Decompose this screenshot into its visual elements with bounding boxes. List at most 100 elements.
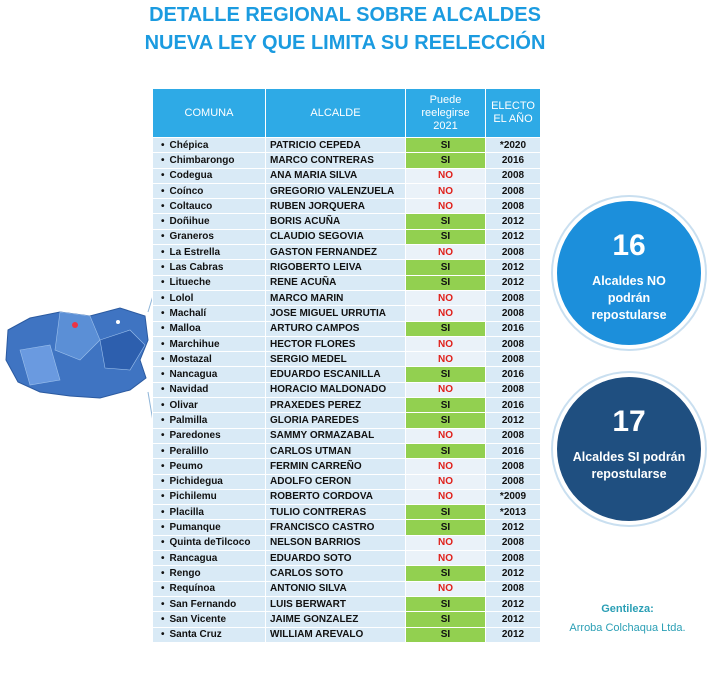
- elected-year-cell: *2009: [485, 488, 541, 506]
- elected-year-cell: 2016: [485, 320, 541, 337]
- alcalde-cell: SERGIO MEDEL: [265, 351, 406, 368]
- elected-year-cell: 2012: [485, 412, 541, 429]
- alcalde-cell: ROBERTO CORDOVA: [265, 488, 406, 506]
- alcalde-cell: JAIME GONZALEZ: [265, 611, 406, 628]
- badge-text: Alcaldes SI podrán repostularse: [572, 450, 686, 481]
- reelection-cell: SI: [405, 152, 486, 169]
- alcalde-cell: RIGOBERTO LEIVA: [265, 259, 406, 276]
- comuna-cell: Quinta deTilcoco: [152, 534, 266, 552]
- comuna-cell: Pumanque: [152, 519, 266, 536]
- alcalde-cell: LUIS BERWART: [265, 595, 406, 613]
- elected-year-cell: 2016: [485, 152, 541, 169]
- reelection-cell: SI: [405, 274, 486, 291]
- badge-si: 17 Alcaldes SI podrán repostularse: [553, 373, 705, 525]
- elected-year-cell: 2016: [485, 442, 541, 460]
- header-cell: COMUNA: [152, 88, 266, 138]
- reelection-cell: SI: [405, 595, 486, 613]
- elected-year-cell: 2012: [485, 228, 541, 246]
- alcalde-cell: FRANCISCO CASTRO: [265, 519, 406, 536]
- comuna-cell: Navidad: [152, 381, 266, 399]
- comuna-cell: Litueche: [152, 274, 266, 291]
- reelection-cell: NO: [405, 580, 486, 597]
- reelection-cell: NO: [405, 458, 486, 475]
- reelection-cell: NO: [405, 381, 486, 399]
- header-cell: ALCALDE: [265, 88, 406, 138]
- reelection-cell: SI: [405, 504, 486, 521]
- alcalde-cell: BORIS ACUÑA: [265, 213, 406, 230]
- alcalde-cell: GASTON FERNANDEZ: [265, 244, 406, 261]
- comuna-cell: Peralillo: [152, 442, 266, 460]
- elected-year-cell: 2008: [485, 534, 541, 552]
- comuna-cell: Santa Cruz: [152, 626, 266, 643]
- alcalde-cell: EDUARDO ESCANILLA: [265, 366, 406, 383]
- comuna-cell: Palmilla: [152, 412, 266, 429]
- comuna-cell: Coínco: [152, 182, 266, 200]
- comuna-cell: Peumo: [152, 458, 266, 475]
- badge-no: 16 Alcaldes NO podrán repostularse: [553, 197, 705, 349]
- reelection-cell: NO: [405, 305, 486, 322]
- elected-year-cell: 2008: [485, 473, 541, 490]
- comuna-cell: Rengo: [152, 565, 266, 582]
- reelection-cell: NO: [405, 244, 486, 261]
- elected-year-cell: 2008: [485, 381, 541, 399]
- reelection-cell: NO: [405, 534, 486, 552]
- reelection-cell: SI: [405, 397, 486, 414]
- elected-year-cell: 2008: [485, 427, 541, 444]
- comuna-cell: Pichilemu: [152, 488, 266, 506]
- badge-number: 16: [612, 229, 646, 262]
- comuna-cell: Paredones: [152, 427, 266, 444]
- alcalde-cell: ADOLFO CERON: [265, 473, 406, 490]
- comuna-cell: Pichidegua: [152, 473, 266, 490]
- elected-year-cell: 2008: [485, 167, 541, 184]
- elected-year-cell: *2020: [485, 136, 541, 154]
- alcalde-cell: CARLOS SOTO: [265, 565, 406, 582]
- comuna-cell: San Vicente: [152, 611, 266, 628]
- elected-year-cell: 2008: [485, 458, 541, 475]
- badge-number: 17: [612, 405, 646, 438]
- reelection-cell: NO: [405, 427, 486, 444]
- reelection-cell: SI: [405, 442, 486, 460]
- comuna-cell: Olivar: [152, 397, 266, 414]
- reelection-cell: SI: [405, 565, 486, 582]
- alcalde-cell: RENE ACUÑA: [265, 274, 406, 291]
- reelection-cell: SI: [405, 519, 486, 536]
- elected-year-cell: 2012: [485, 274, 541, 291]
- alcalde-cell: MARCO MARIN: [265, 289, 406, 307]
- comuna-cell: Coltauco: [152, 198, 266, 215]
- alcalde-cell: PATRICIO CEPEDA: [265, 136, 406, 154]
- elected-year-cell: 2012: [485, 213, 541, 230]
- alcalde-cell: NELSON BARRIOS: [265, 534, 406, 552]
- comuna-cell: Chimbarongo: [152, 152, 266, 169]
- reelection-cell: SI: [405, 320, 486, 337]
- credit-source: Arroba Colchaqua Ltda.: [569, 622, 686, 634]
- alcalde-cell: TULIO CONTRERAS: [265, 504, 406, 521]
- reelection-cell: SI: [405, 213, 486, 230]
- reelection-cell: SI: [405, 259, 486, 276]
- comuna-cell: Placilla: [152, 504, 266, 521]
- elected-year-cell: 2008: [485, 182, 541, 200]
- elected-year-cell: *2013: [485, 504, 541, 521]
- alcalde-cell: CARLOS UTMAN: [265, 442, 406, 460]
